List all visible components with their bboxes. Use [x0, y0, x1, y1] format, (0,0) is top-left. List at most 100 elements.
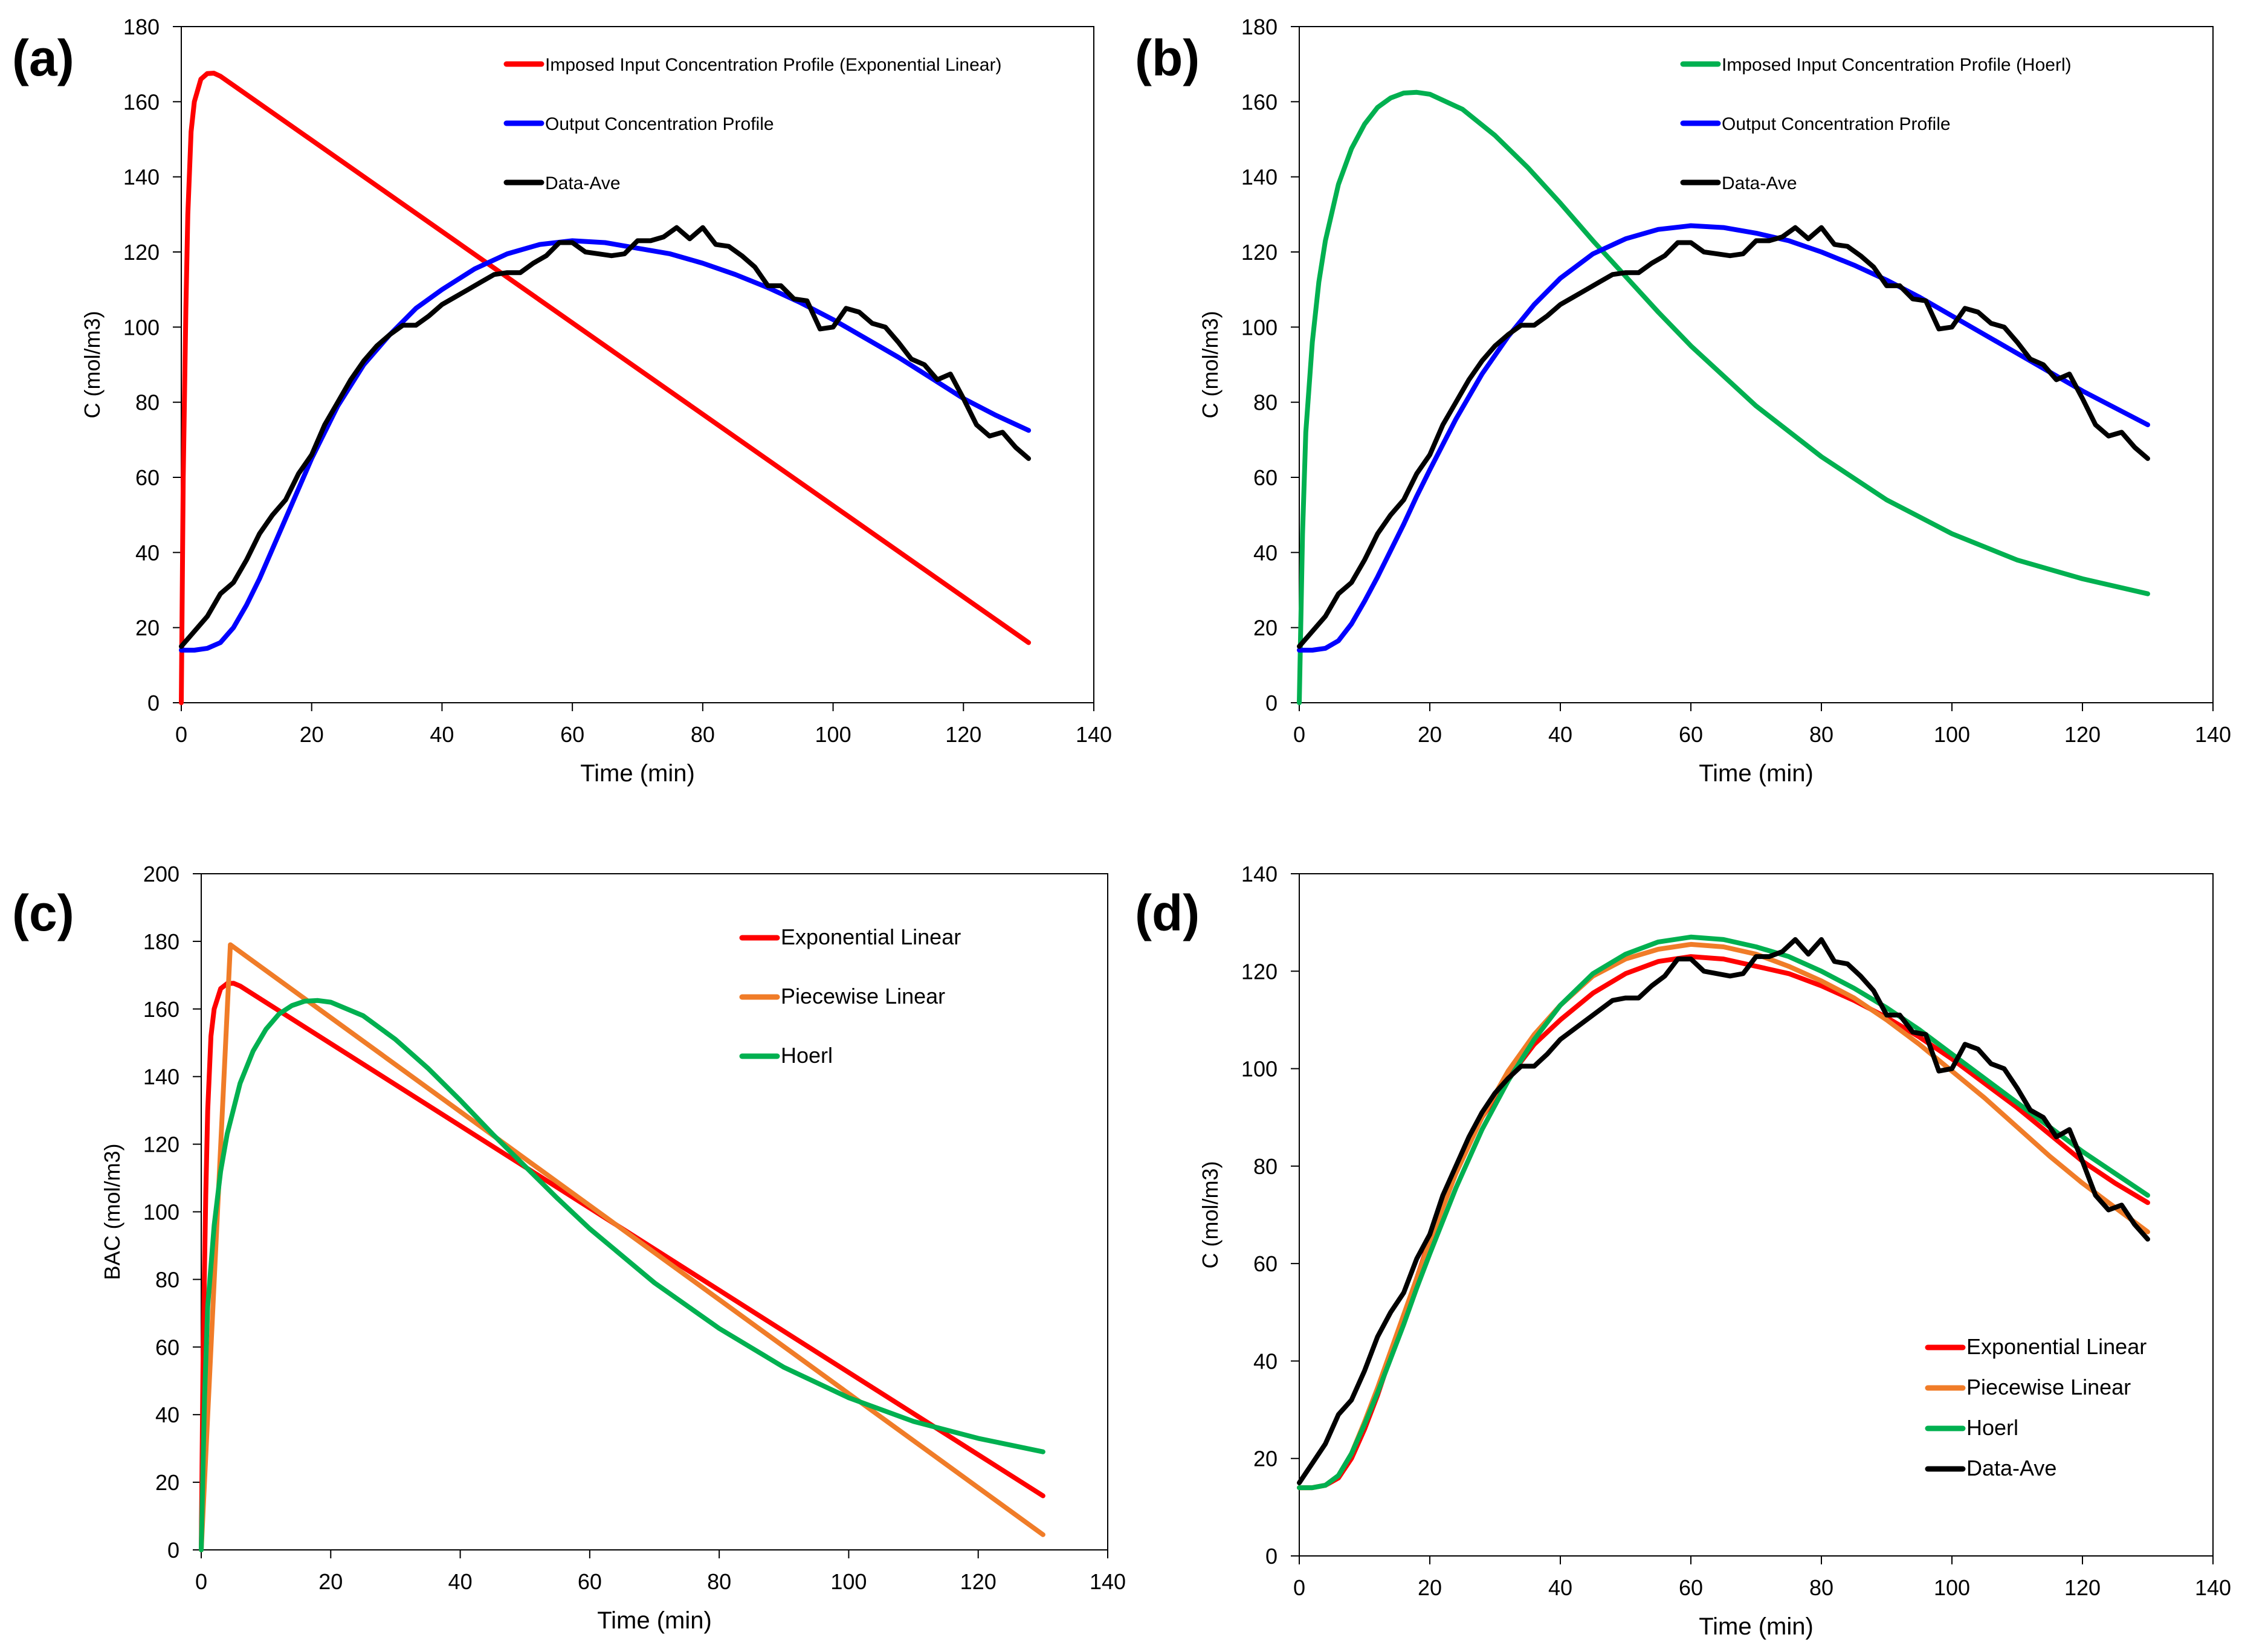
y-tick-label: 160	[1241, 89, 1278, 114]
y-tick-label: 20	[155, 1470, 179, 1495]
plot-area	[1299, 26, 2214, 703]
panel-c-xlabel: Time (min)	[597, 1607, 712, 1634]
y-tick-label: 60	[135, 465, 160, 490]
series-data-ave	[1297, 937, 2150, 1485]
y-tick-label: 100	[1241, 1057, 1278, 1082]
y-tick-label: 160	[123, 89, 160, 114]
series-exponential-linear	[199, 981, 1045, 1552]
y-tick-label: 0	[1265, 1544, 1278, 1569]
panel-b-xlabel: Time (min)	[1699, 760, 1814, 787]
y-tick-label: 60	[155, 1335, 179, 1360]
y-tick-label: 80	[135, 390, 160, 415]
panel-b-label: (b)	[1135, 30, 1200, 86]
series-piecewise-linear	[199, 942, 1045, 1552]
y-tick-label: 100	[1241, 315, 1278, 340]
y-tick-label: 40	[1253, 540, 1278, 565]
legend-entry: Imposed Input Concentration Profile (Hoe…	[1722, 55, 2072, 75]
y-tick-label: 120	[1241, 959, 1278, 984]
panel-a-xlabel: Time (min)	[580, 760, 695, 787]
panel-d-ylabel: C (mol/m3)	[1198, 1161, 1223, 1269]
x-tick-label: 0	[175, 722, 187, 747]
legend-entry: Data-Ave	[1966, 1456, 2056, 1480]
series-data-ave	[1297, 225, 2150, 649]
series-output-concentration-profile	[179, 238, 1032, 653]
series-data-ave	[179, 225, 1032, 649]
x-tick-label: 40	[1548, 1575, 1572, 1600]
x-tick-label: 0	[1293, 1575, 1305, 1600]
y-tick-label: 20	[1253, 616, 1278, 640]
panel-a-label: (a)	[12, 30, 74, 86]
y-tick-label: 160	[143, 997, 179, 1022]
y-tick-label: 100	[143, 1200, 179, 1225]
x-tick-label: 20	[318, 1569, 343, 1594]
series-output-concentration-profile	[1297, 223, 2150, 653]
series-imposed-input-concentration-profile-hoerl	[1297, 89, 2150, 705]
y-tick-label: 180	[1241, 15, 1278, 39]
y-tick-label: 0	[1265, 691, 1278, 715]
series-piecewise-linear	[1297, 941, 2150, 1491]
legend-entry: Hoerl	[781, 1043, 833, 1068]
x-tick-label: 120	[945, 722, 981, 747]
panel-d-xlabel: Time (min)	[1699, 1613, 1814, 1640]
x-tick-label: 100	[815, 722, 851, 747]
y-tick-label: 60	[1253, 1251, 1278, 1276]
x-tick-label: 60	[1679, 722, 1703, 747]
legend: Imposed Input Concentration Profile (Exp…	[503, 55, 1001, 193]
x-tick-label: 60	[578, 1569, 602, 1594]
y-tick-label: 180	[143, 929, 179, 954]
y-tick-label: 80	[1253, 390, 1278, 415]
legend-entry: Data-Ave	[545, 173, 621, 193]
panel-d-label: (d)	[1135, 885, 1200, 941]
y-tick-label: 40	[155, 1402, 179, 1427]
y-tick-label: 140	[143, 1065, 179, 1089]
series-lines	[199, 942, 1045, 1552]
y-tick-label: 40	[1253, 1349, 1278, 1373]
y-tick-label: 0	[167, 1538, 179, 1563]
x-tick-label: 120	[2064, 1575, 2101, 1600]
x-tick-label: 100	[1934, 1575, 1970, 1600]
panel-c-ylabel: BAC (mol/m3)	[100, 1143, 124, 1280]
plot-area	[181, 26, 1094, 703]
panel-a: (a) Time (min) C (mol/m3) 0 20 40 60 80 100 12…	[12, 15, 1112, 787]
legend: Exponential Linear Piecewise Linear Hoerl D…	[1925, 1334, 2147, 1480]
legend-entry: Exponential Linear	[781, 924, 961, 949]
series-lines	[1297, 89, 2150, 705]
panel-d: (d) Time (min) C (mol/m3) 0 20 40 60 80 100 12…	[1135, 862, 2231, 1640]
plot-area	[1299, 873, 2214, 1557]
x-tick-label: 120	[960, 1569, 997, 1594]
x-tick-label: 100	[830, 1569, 867, 1594]
x-tick-label: 80	[1809, 1575, 1833, 1600]
x-tick-label: 80	[691, 722, 715, 747]
y-tick-label: 180	[123, 15, 160, 39]
y-tick-label: 80	[155, 1267, 179, 1292]
panel-b: (b) Time (min) C (mol/m3) 0 20 40 60 80 100 12…	[1135, 15, 2231, 787]
x-tick-label: 140	[1090, 1569, 1126, 1594]
y-tick-label: 60	[1253, 465, 1278, 490]
y-tick-label: 120	[1241, 240, 1278, 265]
y-tick-label: 120	[143, 1132, 179, 1157]
x-tick-label: 60	[1679, 1575, 1703, 1600]
legend-entry: Output Concentration Profile	[545, 114, 774, 134]
x-tick-label: 60	[560, 722, 584, 747]
y-tick-label: 100	[123, 315, 160, 340]
x-tick-label: 140	[1076, 722, 1112, 747]
y-tick-label: 120	[123, 240, 160, 265]
series-lines	[1297, 934, 2150, 1491]
x-tick-label: 80	[1809, 722, 1833, 747]
legend-entry: Output Concentration Profile	[1722, 114, 1951, 134]
x-tick-label: 100	[1934, 722, 1970, 747]
x-tick-label: 140	[2195, 1575, 2231, 1600]
y-tick-label: 200	[143, 862, 179, 886]
x-tick-label: 40	[430, 722, 454, 747]
y-tick-label: 140	[1241, 862, 1278, 886]
y-tick-label: 0	[147, 691, 160, 715]
series-hoerl	[1297, 934, 2150, 1491]
legend-entry: Exponential Linear	[1966, 1334, 2147, 1359]
series-exponential-linear	[1297, 954, 2150, 1491]
panel-c: (c) Time (min) BAC (mol/m3) 0 20 40 60 80 100…	[12, 862, 1126, 1634]
x-tick-label: 20	[1418, 722, 1442, 747]
y-tick-label: 140	[1241, 165, 1278, 190]
series-hoerl	[199, 998, 1045, 1552]
y-tick-label: 80	[1253, 1154, 1278, 1179]
